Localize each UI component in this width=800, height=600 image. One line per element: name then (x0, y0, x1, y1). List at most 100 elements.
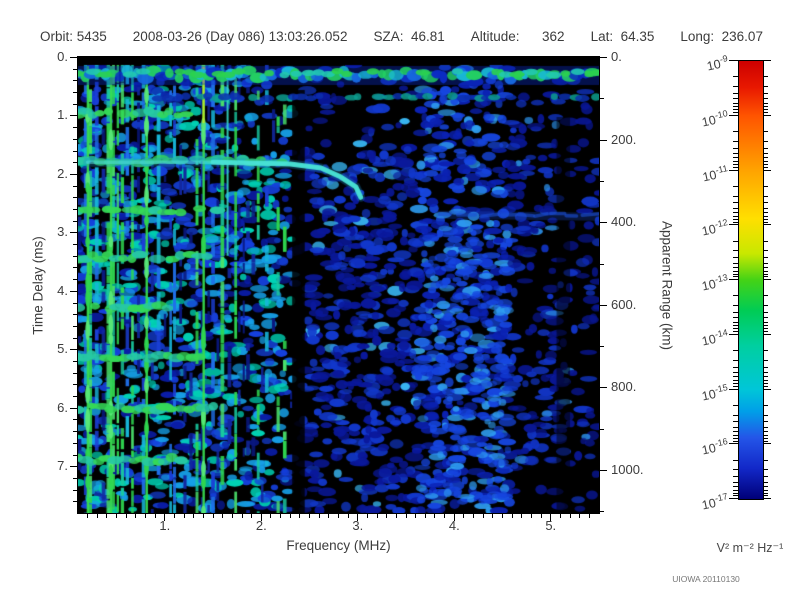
colorbar-minor-tick (733, 102, 738, 104)
colorbar-minor-tick (733, 437, 738, 439)
x-axis-minor-tick (366, 514, 368, 518)
y-axis-minor-tick (73, 127, 77, 129)
colorbar-minor-tick (763, 305, 768, 307)
colorbar-tick (763, 443, 771, 445)
y-axis-minor-tick (73, 279, 77, 281)
y-axis-minor-tick (73, 68, 77, 70)
y-axis-minor-tick (73, 244, 77, 246)
colorbar-minor-tick (763, 404, 768, 406)
x-axis-minor-tick (530, 514, 532, 518)
colorbar-tick (729, 333, 738, 335)
y-axis-tick (70, 349, 77, 351)
colorbar-minor-tick (763, 372, 768, 374)
x-axis-tick-label: 1. (159, 518, 171, 533)
colorbar-minor-tick (733, 266, 738, 268)
y-axis-tick (70, 466, 77, 468)
y2-axis-tick-label: 800. (611, 379, 637, 395)
x-axis-tick-label: 4. (448, 518, 460, 533)
colorbar-minor-tick (733, 215, 738, 217)
colorbar-minor-tick (733, 421, 738, 423)
y-axis-minor-tick (73, 80, 77, 82)
header-field: SZA: 46.81 (373, 29, 445, 44)
colorbar-minor-tick (763, 311, 768, 313)
colorbar-tick-label: 10-10 (700, 107, 729, 130)
colorbar-minor-tick (733, 440, 738, 442)
x-axis-minor-tick (193, 514, 195, 518)
colorbar-minor-tick (763, 106, 768, 108)
x-axis-minor-tick (376, 514, 378, 518)
x-axis-minor-tick (588, 514, 590, 518)
colorbar-minor-tick (763, 328, 768, 330)
colorbar-tick (729, 224, 738, 226)
colorbar-minor-tick (733, 212, 738, 214)
colorbar-minor-tick (733, 317, 738, 319)
colorbar-minor-tick (733, 270, 738, 272)
colorbar-minor-tick (763, 359, 768, 361)
y-axis-tick (70, 232, 77, 234)
colorbar-minor-tick (733, 207, 738, 209)
colorbar-minor-tick (733, 221, 738, 223)
y-axis-tick-label: 2. (57, 165, 68, 181)
colorbar-tick (729, 279, 738, 280)
y2-axis-minor-tick (600, 98, 604, 100)
x-axis-minor-tick (231, 514, 233, 518)
colorbar-minor-tick (763, 426, 768, 428)
x-axis-minor-tick (202, 514, 204, 518)
x-axis-minor-tick (154, 514, 156, 518)
colorbar-minor-tick (763, 207, 768, 209)
x-axis-tick (550, 514, 552, 521)
colorbar-minor-tick (763, 273, 768, 275)
x-axis-minor-tick (173, 514, 175, 518)
x-axis-minor-tick (222, 514, 224, 518)
x-axis-minor-tick (338, 514, 339, 518)
x-axis-minor-tick (444, 514, 446, 518)
colorbar-minor-tick (733, 476, 738, 478)
colorbar-minor-tick (763, 380, 768, 382)
y-axis-minor-tick (73, 92, 77, 94)
colorbar-minor-tick (733, 273, 738, 275)
x-axis-minor-tick (318, 514, 320, 518)
y-axis-tick (70, 57, 77, 58)
y2-axis-tick-label: 1000. (611, 462, 644, 478)
x-axis-minor-tick (386, 514, 388, 518)
colorbar-minor-tick (763, 350, 768, 352)
y-axis-minor-tick (73, 454, 77, 456)
colorbar-minor-tick (763, 376, 768, 378)
colorbar-minor-tick (733, 469, 738, 471)
x-axis-minor-tick (289, 514, 291, 518)
colorbar-minor-tick (763, 366, 768, 368)
colorbar-minor-tick (733, 98, 738, 100)
y-axis-tick-label: 4. (57, 282, 68, 298)
y-axis-tick-label: 3. (57, 224, 68, 240)
y-axis-minor-tick (73, 372, 77, 374)
colorbar-minor-tick (763, 215, 768, 217)
y2-axis-minor-tick (600, 511, 604, 513)
x-axis-minor-tick (540, 514, 542, 518)
x-axis-minor-tick (125, 514, 127, 518)
x-axis-minor-tick (183, 514, 185, 518)
colorbar-minor-tick (733, 112, 738, 114)
colorbar-tick-label: 10-15 (700, 381, 729, 404)
colorbar-minor-tick (733, 195, 738, 197)
y2-axis-tick-label: 200. (611, 131, 637, 147)
colorbar-tick (763, 169, 771, 171)
x-axis-minor-tick (492, 514, 494, 518)
colorbar-minor-tick (763, 102, 768, 104)
colorbar-minor-tick (763, 331, 768, 333)
y-axis-minor-tick (73, 255, 77, 257)
colorbar-minor-tick (763, 212, 768, 214)
colorbar-minor-tick (763, 437, 768, 439)
colorbar-minor-tick (733, 166, 738, 168)
colorbar-minor-tick (733, 359, 738, 361)
colorbar-minor-tick (733, 325, 738, 327)
colorbar-minor-tick (763, 385, 768, 387)
colorbar-minor-tick (733, 489, 738, 491)
colorbar-minor-tick (733, 459, 738, 461)
x-axis-minor-tick (395, 514, 397, 518)
colorbar-minor-tick (733, 257, 738, 259)
colorbar-minor-tick (733, 311, 738, 313)
colorbar-minor-tick (733, 295, 738, 297)
colorbar-minor-tick (763, 414, 768, 416)
y-axis-tick (70, 115, 77, 117)
